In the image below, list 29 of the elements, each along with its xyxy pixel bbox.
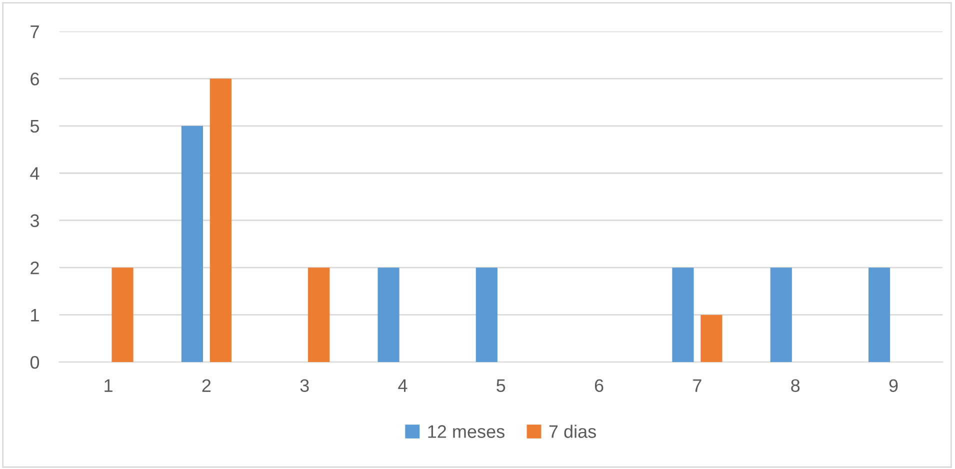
bar [181, 126, 204, 362]
x-tick-label: 4 [398, 379, 408, 392]
bar [112, 268, 134, 362]
x-tick-label: 6 [594, 379, 604, 392]
bar [868, 268, 890, 362]
y-tick-label: 1 [31, 308, 39, 322]
y-tick-label: 7 [30, 26, 39, 38]
bar [770, 268, 792, 362]
bar [476, 268, 498, 362]
y-tick-label: 3 [30, 214, 39, 228]
y-tick-label: 2 [30, 262, 39, 274]
y-tick-label: 6 [30, 72, 39, 86]
x-tick-label: 2 [202, 379, 211, 392]
x-tick-label: 3 [300, 379, 309, 392]
y-tick-label: 5 [30, 120, 40, 133]
legend-label: 12 meses [428, 425, 504, 438]
bar [700, 314, 722, 362]
bar [210, 78, 232, 362]
x-tick-label: 9 [889, 379, 898, 392]
y-tick-label: 0 [30, 356, 40, 369]
bar [308, 268, 330, 362]
x-tick-label: 1 [104, 379, 112, 392]
x-tick-label: 5 [496, 379, 506, 392]
x-tick-label: 8 [791, 379, 800, 392]
bar [378, 268, 400, 362]
bar [672, 268, 694, 362]
x-tick-label: 7 [693, 379, 702, 392]
legend-label: 7 dias [549, 424, 596, 438]
y-tick-label: 4 [30, 167, 40, 180]
